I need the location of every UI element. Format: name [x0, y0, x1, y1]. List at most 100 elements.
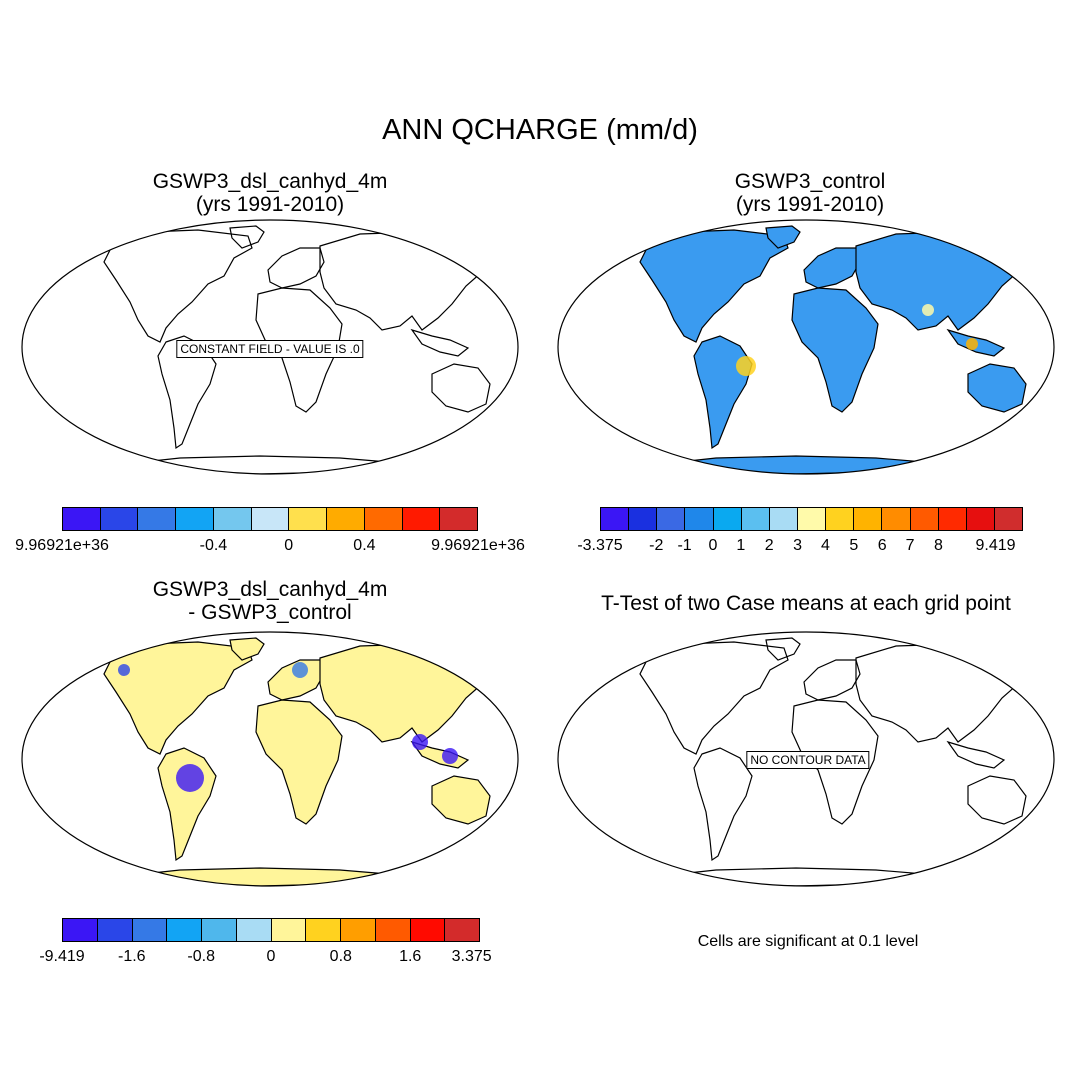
continent-greenland [765, 225, 801, 249]
continent-south-america [693, 335, 753, 450]
colorbar-label: 6 [877, 537, 887, 554]
continents [639, 225, 1027, 474]
continent-greenland [229, 225, 265, 249]
colorbar-swatch [938, 508, 967, 530]
panel-difference-title: GSWP3_dsl_canhyd_4m - GSWP3_control [70, 578, 470, 624]
colorbar-label: 2 [764, 537, 774, 554]
panel-difference-title-line2: - GSWP3_control [188, 601, 352, 624]
map-border [21, 631, 519, 887]
continent-greenland [765, 637, 801, 661]
continent-africa [791, 287, 879, 413]
continent-australia [431, 363, 491, 413]
colorbar-swatch [769, 508, 798, 530]
colorbar-swatch [994, 508, 1023, 530]
world-map [21, 631, 519, 887]
continent-asia [319, 643, 491, 743]
colorbar-label: -9.419 [39, 948, 85, 965]
constant-field-label: CONSTANT FIELD - VALUE IS .0 [176, 340, 364, 358]
colorbar-swatch [327, 508, 365, 530]
field-highlight [966, 338, 978, 350]
colorbar-difference [62, 918, 480, 942]
colorbar-swatch [713, 508, 742, 530]
colorbar-swatch [138, 508, 177, 530]
panel-control-title-line2: (yrs 1991-2010) [735, 193, 885, 216]
continent-southeast-asia [410, 328, 470, 357]
world-map [557, 219, 1055, 475]
colorbar-swatch [236, 919, 272, 941]
colorbar-label: 8 [933, 537, 943, 554]
map-border [21, 219, 519, 475]
colorbar-swatch [741, 508, 770, 530]
colorbar-swatch [445, 919, 479, 941]
colorbar-label: -2 [649, 537, 664, 554]
colorbar-swatch [440, 508, 478, 530]
significance-footnote: Cells are significant at 0.1 level [697, 933, 919, 950]
field-highlight [412, 734, 428, 750]
continent-asia [855, 643, 1027, 743]
continent-southeast-asia [946, 740, 1006, 769]
panel-control-title-line1: GSWP3_control [734, 170, 886, 193]
colorbar-swatch [797, 508, 827, 530]
continent-asia [319, 231, 491, 331]
field-highlight [922, 304, 934, 316]
colorbar-difference-labels: -9.419 -1.6 -0.8 0 0.8 1.6 3.375 [39, 948, 491, 968]
colorbar-swatch [202, 919, 237, 941]
continent-north-america [639, 229, 789, 343]
field-highlight [176, 764, 204, 792]
continent-europe [267, 247, 325, 289]
colorbar-swatch [410, 919, 446, 941]
colorbar-label: -3.375 [577, 537, 623, 554]
colorbar-label: 0 [266, 948, 276, 965]
continent-north-america [103, 229, 253, 343]
colorbar-label: 3.375 [451, 948, 492, 965]
continent-south-america [693, 747, 753, 862]
continent-africa [255, 699, 343, 825]
colorbar-label: 0 [284, 537, 294, 554]
field-highlight [442, 748, 458, 764]
colorbar-swatch [341, 919, 376, 941]
colorbar-swatch [271, 919, 307, 941]
colorbar-case-labels: 9.96921e+36 -0.4 0 0.4 9.96921e+36 [15, 537, 525, 557]
colorbar-swatch [882, 508, 911, 530]
field-highlight [736, 356, 756, 376]
colorbar-swatch [364, 508, 403, 530]
colorbar-swatch [910, 508, 939, 530]
colorbar-label: 9.419 [975, 537, 1016, 554]
colorbar-swatch [629, 508, 658, 530]
continent-australia [967, 775, 1027, 825]
colorbar-swatch [657, 508, 686, 530]
colorbar-swatch [375, 919, 411, 941]
map-border [557, 631, 1055, 887]
map-difference [20, 630, 520, 888]
no-contour-label: NO CONTOUR DATA [746, 751, 870, 769]
continent-north-america [639, 641, 789, 755]
colorbar-swatch [100, 508, 139, 530]
colorbar-label: 0.4 [353, 537, 376, 554]
colorbar-label: 5 [849, 537, 859, 554]
colorbar-control-labels: -3.375 -2 -1 0 1 2 3 4 5 6 7 8 9.419 [577, 537, 1023, 557]
colorbar-label: 9.96921e+36 [15, 537, 109, 554]
colorbar-swatch [176, 508, 214, 530]
colorbar-swatch [601, 508, 630, 530]
colorbar-label: -1.6 [118, 948, 146, 965]
colorbar-label: -0.4 [199, 537, 228, 554]
colorbar-swatch [63, 508, 101, 530]
colorbar-label: 3 [793, 537, 802, 554]
field-highlight [118, 664, 130, 676]
colorbar-label: 4 [821, 537, 830, 554]
panel-case-title-line1: GSWP3_dsl_canhyd_4m [152, 170, 388, 193]
continent-australia [431, 775, 491, 825]
panel-difference-title-line1: GSWP3_dsl_canhyd_4m [152, 578, 388, 601]
field-highlight [292, 662, 308, 678]
continent-australia [967, 363, 1027, 413]
colorbar-control [600, 507, 1023, 531]
colorbar-swatch [132, 919, 168, 941]
colorbar-label: 0 [708, 537, 718, 554]
colorbar-label: 7 [905, 537, 915, 554]
colorbar-swatch [251, 508, 290, 530]
colorbar-swatch [289, 508, 328, 530]
colorbar-swatch [97, 919, 133, 941]
colorbar-label: -0.8 [187, 948, 215, 965]
colorbar-swatch [213, 508, 252, 530]
map-control [556, 218, 1056, 476]
